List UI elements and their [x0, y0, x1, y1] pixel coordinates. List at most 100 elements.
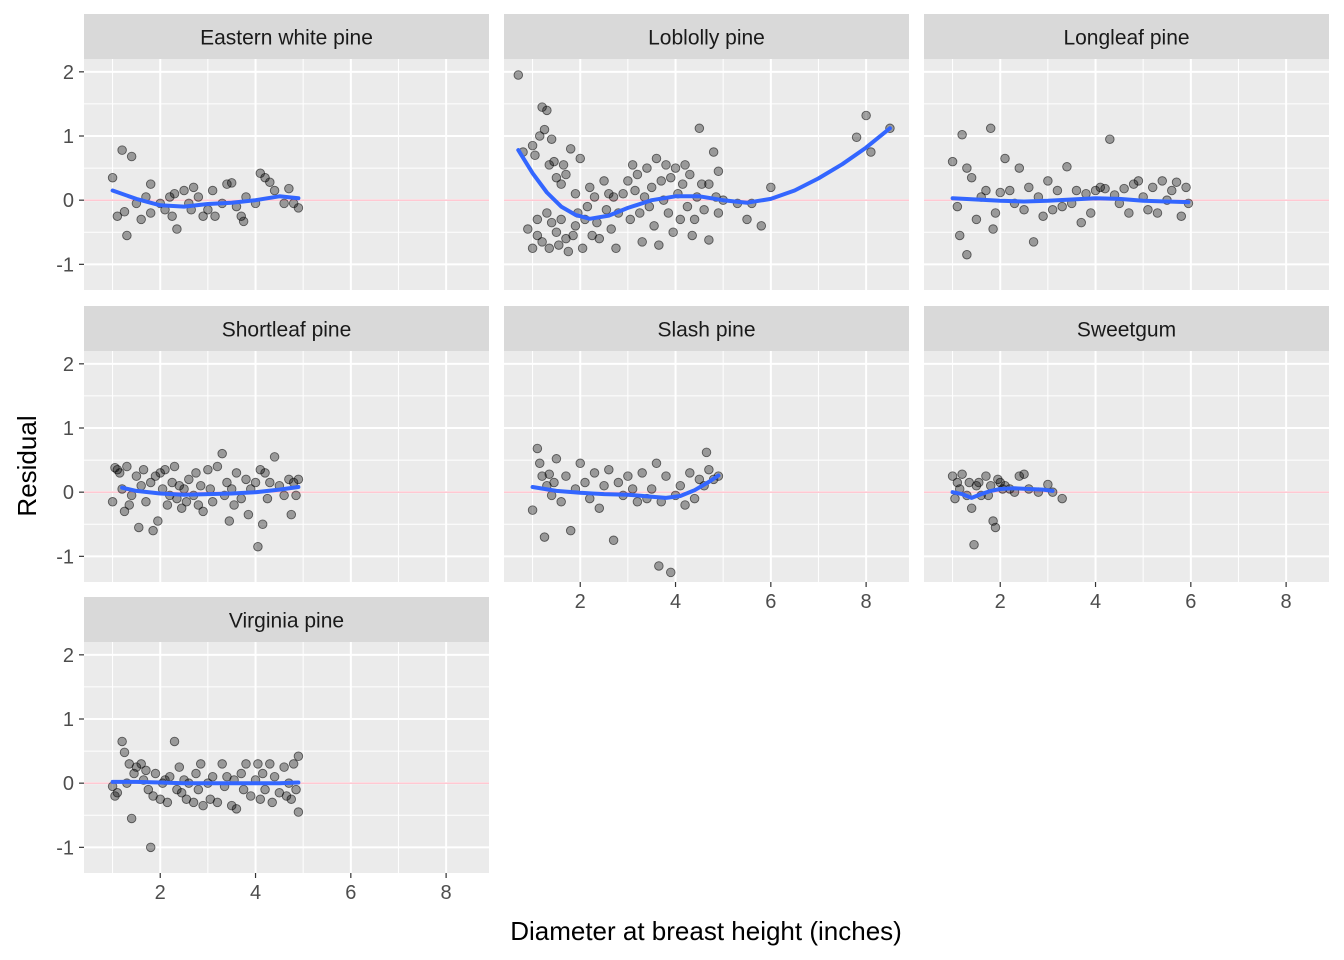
- data-point: [122, 461, 132, 472]
- data-point: [1090, 185, 1101, 196]
- data-point: [962, 249, 972, 260]
- data-point: [971, 214, 982, 225]
- data-point: [627, 484, 638, 494]
- data-point: [250, 477, 261, 488]
- data-point: [114, 468, 125, 478]
- data-point: [203, 464, 213, 475]
- panel-longleaf-pine: Longleaf pine: [924, 14, 1329, 290]
- data-point: [577, 243, 588, 254]
- plot-area-slash-pine: [504, 351, 909, 582]
- data-point: [851, 132, 862, 143]
- data-point: [145, 842, 156, 853]
- data-point: [174, 762, 185, 772]
- data-point: [207, 497, 218, 507]
- data-point: [1076, 217, 1086, 228]
- data-point: [539, 532, 550, 542]
- data-point: [207, 185, 218, 196]
- data-point: [1119, 183, 1129, 194]
- data-point: [112, 211, 123, 221]
- data-point: [685, 169, 695, 180]
- data-point: [969, 540, 979, 550]
- data-point: [1038, 211, 1048, 221]
- data-point: [551, 454, 562, 464]
- data-point: [236, 493, 246, 504]
- data-point: [148, 525, 158, 536]
- y-tick-label: 1: [63, 418, 74, 440]
- data-point: [651, 153, 662, 164]
- data-point: [611, 243, 621, 254]
- data-point: [542, 208, 552, 218]
- data-point: [1100, 183, 1110, 194]
- data-point: [704, 464, 714, 475]
- data-point: [269, 772, 280, 782]
- data-point: [193, 192, 204, 202]
- data-point: [212, 461, 223, 472]
- plot-area-longleaf-pine: [924, 59, 1329, 290]
- data-point: [663, 208, 674, 218]
- data-point: [689, 214, 700, 225]
- strip-label: Eastern white pine: [200, 27, 373, 50]
- x-tick-label: 8: [861, 591, 872, 613]
- x-tick-label: 2: [575, 591, 586, 613]
- data-point: [212, 797, 223, 808]
- smooth-line-loblolly-pine: [516, 126, 892, 221]
- data-point: [713, 208, 724, 218]
- data-point: [246, 791, 256, 801]
- panel-slash-pine: Slash pine 2 4 6 8: [504, 306, 909, 613]
- data-point: [195, 481, 206, 491]
- data-point: [1124, 208, 1134, 218]
- data-point: [293, 751, 304, 761]
- data-point: [191, 468, 201, 478]
- x-tick-label: 4: [670, 591, 681, 613]
- data-point: [701, 447, 712, 458]
- data-point: [549, 156, 559, 167]
- data-point: [527, 243, 538, 254]
- data-point: [962, 163, 972, 173]
- data-point: [527, 505, 538, 515]
- data-point: [172, 224, 182, 234]
- data-point: [265, 477, 275, 488]
- data-point: [1133, 176, 1144, 186]
- data-point: [766, 182, 776, 193]
- y-tick-label: 2: [63, 645, 74, 667]
- data-point: [589, 468, 600, 478]
- data-point: [637, 468, 647, 478]
- data-point: [532, 214, 543, 225]
- data-point: [107, 497, 118, 507]
- data-point: [124, 500, 135, 510]
- data-point: [293, 203, 304, 213]
- data-point: [126, 151, 137, 162]
- data-point: [696, 179, 707, 189]
- strip-label: Loblolly pine: [648, 27, 765, 50]
- strip-label: Longleaf pine: [1063, 27, 1189, 50]
- data-point: [279, 490, 289, 501]
- data-point: [1086, 208, 1096, 218]
- data-point: [198, 800, 208, 811]
- data-point: [236, 768, 246, 779]
- data-point: [174, 481, 185, 491]
- data-point: [238, 216, 249, 227]
- data-point: [1157, 176, 1167, 186]
- x-tick-label: 8: [1281, 591, 1292, 613]
- data-point: [699, 205, 709, 215]
- data-point: [131, 762, 142, 772]
- data-point: [539, 124, 550, 135]
- data-point: [704, 235, 714, 245]
- data-point: [167, 211, 177, 221]
- data-point: [682, 201, 693, 212]
- data-point: [169, 188, 180, 199]
- data-point: [947, 156, 958, 167]
- data-point: [284, 183, 294, 194]
- data-point: [627, 160, 638, 170]
- plot-area-eastern-white-pine: [84, 59, 489, 290]
- data-point: [176, 788, 187, 798]
- data-point: [1105, 134, 1115, 144]
- data-point: [613, 477, 624, 488]
- data-point: [582, 201, 593, 212]
- x-tick-label: 2: [995, 591, 1006, 613]
- data-point: [623, 471, 633, 481]
- data-point: [231, 804, 242, 814]
- data-point: [988, 224, 998, 234]
- data-point: [262, 493, 273, 504]
- y-tick-label: -1: [56, 254, 74, 276]
